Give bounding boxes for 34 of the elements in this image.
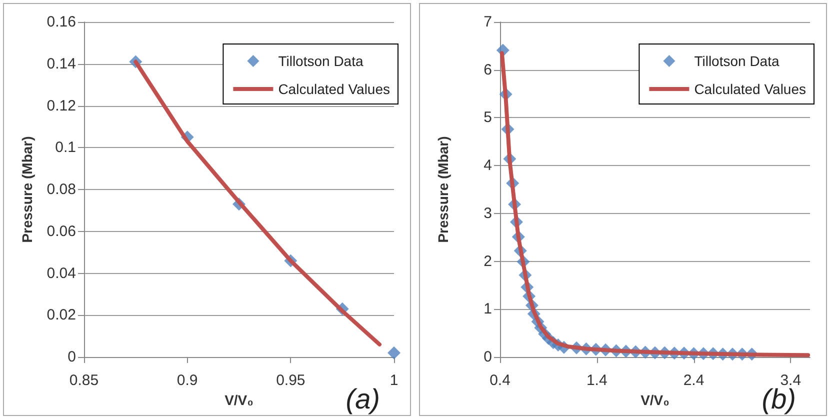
legend-label: Calculated Values — [278, 81, 390, 97]
y-tick-label: 0.16 — [46, 14, 76, 30]
x-tick-label: 2.4 — [683, 372, 704, 389]
y-tick-label: 0.1 — [55, 139, 76, 156]
y-tick-label: 0.02 — [46, 306, 76, 324]
y-axis-title: Pressure (Mbar) — [19, 136, 35, 243]
y-tick-label: 3 — [484, 204, 492, 222]
x-tick-label: 0.9 — [176, 372, 198, 389]
x-tick-label: 1 — [390, 372, 398, 389]
y-tick-label: 1 — [484, 300, 492, 318]
x-tick-label: 0.4 — [490, 372, 510, 389]
legend-label: Calculated Values — [694, 81, 806, 97]
y-axis-title: Pressure (Mbar) — [435, 136, 451, 243]
y-tick-label: 7 — [484, 14, 492, 30]
x-axis-title: V/V₀ — [640, 392, 670, 408]
y-tick-label: 0.04 — [46, 264, 76, 282]
y-tick-label: 0.06 — [46, 222, 76, 240]
x-axis-title: V/V₀ — [224, 392, 254, 408]
point — [388, 346, 400, 360]
y-tick-label: 6 — [484, 61, 492, 78]
legend-label: Tillotson Data — [694, 53, 780, 69]
x-tick-label: 0.85 — [69, 372, 99, 389]
text: (a) — [346, 384, 380, 414]
x-tick-label: 0.95 — [276, 372, 306, 389]
y-tick-label: 0 — [484, 348, 492, 366]
x-tick-label: 1.4 — [586, 372, 608, 389]
legend-label: Tillotson Data — [278, 53, 364, 69]
y-tick-label: 0.12 — [46, 97, 76, 114]
y-tick-label: 0.08 — [46, 181, 76, 198]
y-tick-label: 5 — [484, 109, 492, 126]
y-tick-label: 4 — [484, 157, 492, 174]
y-tick-label: 0.14 — [46, 55, 76, 72]
y-tick-label: 0 — [68, 348, 76, 366]
y-tick-label: 2 — [484, 252, 492, 270]
